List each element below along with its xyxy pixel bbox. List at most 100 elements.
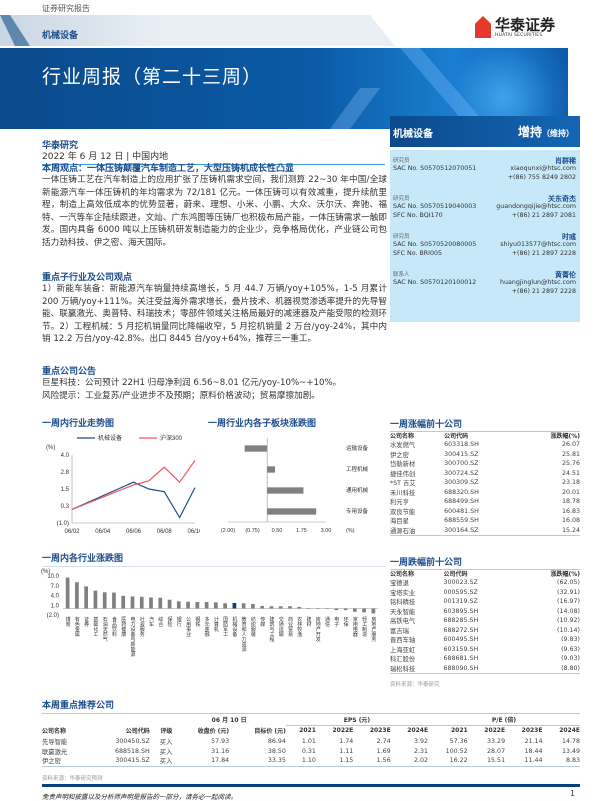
huatai-logo: 华泰证券 HUATAI SECURITIES: [475, 16, 575, 44]
category-label: 石油天然气: [102, 617, 108, 642]
losers-source: 资料来源：华泰研究: [390, 682, 440, 688]
company-name: 海目星: [390, 518, 409, 526]
column-header: 公司代码: [443, 570, 468, 578]
logo-mark-icon: [475, 16, 491, 38]
company-code: 000595.SZ: [443, 588, 478, 596]
table-row: 通源石油 300164.SZ 15.24: [390, 525, 580, 536]
bar: [315, 608, 320, 609]
column-header: 涨跌幅(%): [550, 432, 581, 440]
recommend-source: 资料来源：华泰研究预测: [42, 776, 103, 782]
y-tick-label: 4.0: [61, 453, 70, 459]
notice-heading: 重点公司公告: [42, 367, 97, 377]
change-pct: (10.92): [557, 617, 580, 625]
footer-divider: [42, 784, 580, 787]
analyst-sfc: SFC No. BRI005: [393, 250, 443, 257]
analyst-email[interactable]: guandongqijie@htsc.com: [496, 203, 576, 210]
table-cell: 86.94: [267, 737, 286, 745]
category-label: 传媒: [259, 616, 265, 628]
company-code: 688681.SH: [443, 655, 479, 663]
table-row: 瑞松科技 688090.SH (8.80): [390, 663, 580, 674]
company-name: 上海亚虹: [390, 646, 416, 654]
category-label: 纺织服装: [250, 616, 256, 638]
bar: [371, 608, 376, 614]
table-cell: 28.07: [487, 747, 506, 755]
eps-header: EPS (元): [285, 714, 429, 726]
analyst-sac: SAC No. S0570519040003: [393, 203, 477, 210]
analyst-email[interactable]: xiaoqunxi@htsc.com: [510, 165, 576, 172]
table-header: 公司名称 公司代码 涨跌幅(%): [390, 568, 580, 578]
date-header: 06 月 10 日: [211, 717, 247, 724]
company-name: 瑞松科技: [390, 663, 444, 674]
table-cell: 2.74: [376, 737, 391, 745]
bar: [251, 603, 255, 609]
category-label: 钢铁: [194, 616, 200, 628]
table-cell: 0.31: [301, 747, 316, 755]
category-label: 电力设备与新能源: [129, 616, 135, 658]
notice-line: 巨星科技：公司预计 22H1 归母净利润 6.56~8.01 亿元/yoy-10…: [42, 378, 342, 388]
category-label: 多元金融: [204, 616, 210, 638]
table-cell: 38.50: [267, 747, 286, 755]
bar: [267, 508, 317, 515]
page-title: 行业周报（第二十三周）: [42, 66, 263, 88]
category-label: 交通运输: [278, 616, 284, 638]
bar: [269, 606, 274, 609]
y-tick-label: (1.0): [57, 521, 69, 527]
column-header: 评级: [160, 728, 173, 735]
analyst-name: 肖群稀: [555, 157, 576, 165]
x-tick-label: 06/04: [95, 529, 111, 535]
table-cell: 11.44: [505, 756, 543, 767]
y-tick-label: 1.0: [51, 603, 60, 609]
company-code: 603318.SH: [444, 441, 479, 449]
category-label: 国防军工: [222, 617, 228, 637]
table-row: 岱勒新材 300700.SZ 25.76: [390, 459, 580, 469]
analyst-box: 研究员 肖群稀 SAC No. S0570512070051 xiaoqunxi@ht…: [390, 150, 580, 322]
analyst-email[interactable]: shiyu013577@htsc.com: [500, 241, 576, 248]
company-code: 688272.SH: [443, 626, 479, 634]
report-type-label: 证券研究报告: [42, 4, 90, 13]
bar: [232, 602, 237, 609]
table-row: 联赢激光 688518.SH 买入 31.16 38.50 0.31 1.11 1.69 2.3…: [42, 746, 580, 756]
table-row: 海目星 688559.SH 16.08: [390, 516, 580, 526]
series-line-1: [71, 460, 196, 510]
company-name: 利元亨: [390, 499, 409, 507]
sub-industry-body: 1）新能车装备：新能源汽车销量持续高增长，5 月 44.7 万辆/yoy+105…: [42, 284, 387, 345]
change-pct: (62.05): [557, 579, 580, 587]
column-header: 2023E: [369, 727, 391, 735]
analyst-email[interactable]: huangjinglun@htsc.com: [500, 279, 576, 286]
column-header: 涨跌幅(%): [550, 570, 581, 578]
analyst-role: 研究员: [393, 234, 410, 240]
x-tick-label: 06/06: [126, 529, 142, 535]
trend-chart-title: 一周内行业走势图: [42, 419, 115, 429]
table-row: *ST 吉艾 300309.SZ 23.18: [390, 478, 580, 488]
company-name: 双良节能: [390, 508, 416, 516]
category-label: 运输设备: [346, 444, 369, 452]
category-label: 轻工制造: [361, 616, 367, 638]
change-pct: 16.83: [561, 507, 580, 515]
category-label: 教育和人力资源: [241, 616, 247, 653]
rating-note: （维持）: [542, 129, 574, 138]
change-pct: 15.24: [517, 525, 580, 536]
category-label: 建材: [306, 616, 312, 627]
table-cell: 18.44: [524, 747, 543, 755]
y-tick-label: 1.5: [61, 487, 70, 493]
table-row: 科汇股份 688681.SH (9.03): [390, 654, 580, 664]
x-tick-label: 06/08: [157, 529, 173, 535]
table-header: 公司名称 公司代码 涨跌幅(%): [390, 430, 580, 440]
change-pct: 18.78: [561, 498, 580, 506]
analyst-sfc: SFC No. BQI170: [393, 212, 443, 219]
sub-industry-section: 重点子行业及公司观点 1）新能车装备：新能源汽车销量持续高增长，5 月 44.7…: [42, 270, 387, 346]
change-pct: 23.18: [561, 479, 580, 487]
table-cell: 57.36: [449, 737, 468, 745]
y-tick-label: 7.0: [51, 584, 60, 590]
change-pct: 25.81: [561, 450, 580, 458]
weekly-view-heading: 本周观点：一体压铸颠覆汽车制造工艺，大型压铸机成长性凸显: [42, 164, 295, 174]
company-name: 伊之密: [390, 451, 409, 459]
category-label: 环保: [343, 617, 349, 628]
table-cell: 13.49: [561, 747, 580, 755]
column-header: 2024E: [407, 727, 429, 735]
x-tick-label: 06/02: [64, 529, 80, 535]
rating-header: 机械设备 增持（维持）: [390, 116, 580, 147]
company-code: 600481.SH: [444, 507, 479, 515]
losers-title: 一周跌幅前十公司: [390, 555, 580, 570]
company-name: 科汇股份: [390, 656, 416, 664]
